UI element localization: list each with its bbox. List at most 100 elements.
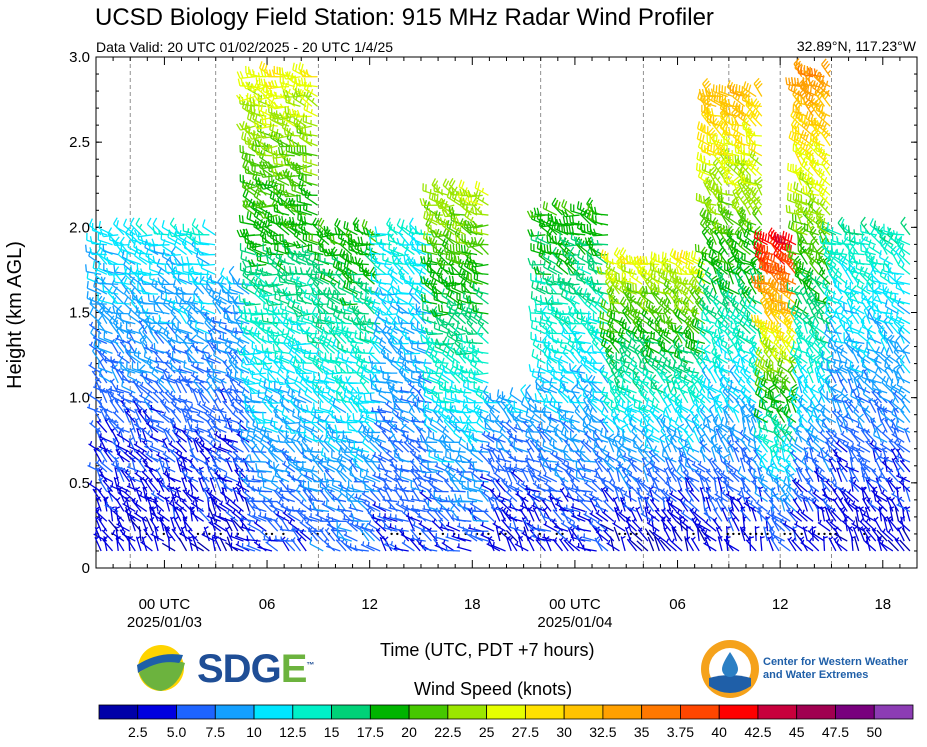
wind-barb-feather xyxy=(200,300,203,309)
wind-barb xyxy=(109,482,125,493)
wind-barb-feather xyxy=(297,88,301,96)
wind-barb-staff xyxy=(98,267,113,275)
wind-barb-half-feather xyxy=(270,502,273,507)
wind-barb xyxy=(135,245,153,256)
x-tick-label: 12 xyxy=(772,596,789,613)
wind-barb-feather xyxy=(240,370,243,378)
wind-barb-half-feather xyxy=(213,443,216,448)
wind-barb-feather xyxy=(146,217,152,225)
wind-barbs xyxy=(85,58,911,552)
wind-barb-feather xyxy=(272,343,275,352)
wind-barb-half-feather xyxy=(145,344,148,349)
wind-barb-feather xyxy=(292,408,295,417)
wind-barb-staff xyxy=(121,404,136,414)
wind-barb-feather xyxy=(238,422,241,430)
wind-barb-half-feather xyxy=(263,497,266,502)
wind-barb-staff xyxy=(98,327,113,335)
wind-barb xyxy=(179,530,193,542)
wind-barb-half-feather xyxy=(187,489,190,494)
wind-barb-feather xyxy=(123,266,127,274)
wind-barb-half-feather xyxy=(142,535,147,540)
wind-barb-feather xyxy=(261,313,264,322)
wind-barb-half-feather xyxy=(164,470,167,475)
wind-barb-half-feather xyxy=(185,348,190,353)
wind-barb xyxy=(186,256,204,266)
wind-barb-staff xyxy=(131,271,147,275)
wind-barb-half-feather xyxy=(99,358,104,363)
y-tick-label: 3.0 xyxy=(69,49,90,66)
wind-barb-feather xyxy=(284,106,287,114)
wind-barb xyxy=(89,296,107,305)
wind-barb-staff xyxy=(171,369,187,374)
wind-barb-staff xyxy=(174,245,187,256)
wind-barb-half-feather xyxy=(300,509,304,514)
wind-barb-half-feather xyxy=(301,528,305,534)
wind-barb-feather xyxy=(175,286,180,294)
wind-barb-half-feather xyxy=(197,431,201,436)
wind-barb-feather xyxy=(113,264,116,273)
wind-barb-feather xyxy=(152,226,156,234)
wind-barb-half-feather xyxy=(202,531,206,536)
wind-barb-staff xyxy=(87,287,102,295)
wind-barb xyxy=(93,279,108,295)
wind-barb xyxy=(145,420,159,433)
wind-barb xyxy=(143,477,153,493)
wind-barb-staff xyxy=(149,366,165,374)
wind-barb xyxy=(151,506,159,522)
wind-barb-feather xyxy=(244,313,247,322)
wind-barb-staff xyxy=(127,513,142,522)
wind-barb-half-feather xyxy=(112,529,116,535)
wind-barb-feather xyxy=(135,305,139,313)
wind-barb xyxy=(156,490,170,503)
wind-barb xyxy=(126,482,142,493)
wind-barb-half-feather xyxy=(225,472,228,477)
wind-barb-staff xyxy=(154,301,170,305)
wind-barb xyxy=(146,217,159,236)
wind-barb-half-feather xyxy=(96,508,100,513)
wind-barb-staff xyxy=(150,533,165,542)
wind-barb-staff xyxy=(302,312,318,315)
wind-barb xyxy=(123,218,136,236)
calm-dot xyxy=(162,532,165,536)
wind-barb xyxy=(238,294,256,305)
wind-barb-half-feather xyxy=(292,537,296,542)
wind-barb-staff xyxy=(152,500,165,512)
wind-barb-staff xyxy=(123,303,136,315)
wind-barb xyxy=(113,266,125,285)
wind-barb-staff xyxy=(182,516,188,532)
wind-barb xyxy=(140,296,159,305)
x-tick-label: 12 xyxy=(361,596,378,613)
wind-barb-half-feather xyxy=(146,450,150,455)
wind-barb-half-feather xyxy=(100,471,103,476)
wind-barb-half-feather xyxy=(299,98,303,103)
wind-barb-half-feather xyxy=(215,469,219,475)
wind-barb-staff xyxy=(161,226,176,236)
wind-barb-half-feather xyxy=(279,133,283,138)
wind-barb-staff xyxy=(166,475,182,483)
wind-barb-half-feather xyxy=(232,410,236,415)
wind-barb xyxy=(165,428,176,443)
wind-barb xyxy=(98,433,113,443)
wind-barb-half-feather xyxy=(191,403,193,408)
wind-barb-half-feather xyxy=(277,309,280,314)
wind-barb-staff xyxy=(170,450,182,463)
wind-barb xyxy=(140,286,159,295)
wind-barb xyxy=(149,360,165,374)
wind-barb xyxy=(175,438,188,453)
wind-barb-staff xyxy=(296,342,312,346)
wind-barb-staff xyxy=(251,372,267,376)
wind-barb-half-feather xyxy=(120,527,125,532)
wind-barb-feather xyxy=(232,304,235,313)
wind-barb xyxy=(166,473,182,483)
wind-barb-half-feather xyxy=(183,517,188,522)
wind-barb-half-feather xyxy=(303,91,306,97)
wind-barb-feather xyxy=(178,298,183,306)
wind-barb-half-feather xyxy=(191,452,194,457)
wind-barb-staff xyxy=(274,210,290,216)
wind-barb-feather xyxy=(248,69,252,77)
wind-barb-half-feather xyxy=(170,390,173,395)
wind-barb-feather xyxy=(249,454,252,462)
wind-barb-staff xyxy=(115,426,130,434)
wind-barb-feather xyxy=(287,106,290,115)
wind-barb-staff xyxy=(98,405,113,414)
